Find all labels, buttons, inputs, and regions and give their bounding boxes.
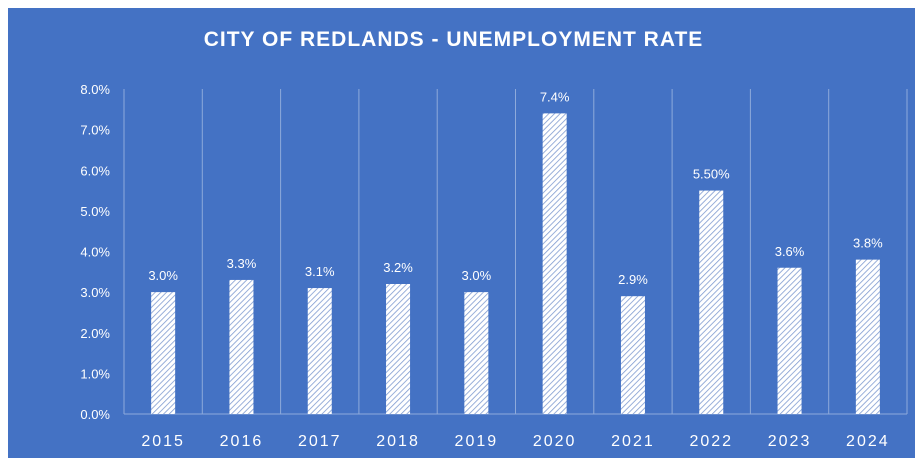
bar xyxy=(464,292,489,414)
y-tick-label: 6.0% xyxy=(80,163,110,178)
bar xyxy=(620,296,645,414)
gridlines xyxy=(123,89,908,414)
data-label: 3.6% xyxy=(775,244,805,259)
x-tick-label: 2016 xyxy=(220,433,264,450)
data-label: 3.0% xyxy=(462,268,492,283)
x-tick-label: 2020 xyxy=(533,433,577,450)
x-tick-label: 2023 xyxy=(768,433,812,450)
bar xyxy=(855,259,880,414)
data-label: 7.4% xyxy=(540,89,570,104)
data-labels: 3.0% 3.3% 3.1% 3.2% 3.0% 7.4% 2.9% 5.50% 3.6% 3.8… xyxy=(148,89,883,287)
data-label: 3.3% xyxy=(227,256,257,271)
data-label: 2.9% xyxy=(618,272,648,287)
x-tick-label: 2015 xyxy=(141,433,185,450)
x-tick-label: 2018 xyxy=(376,433,420,450)
bar xyxy=(307,288,332,414)
x-tick-label: 2024 xyxy=(846,433,890,450)
data-label: 3.1% xyxy=(305,264,335,279)
y-axis-tick-labels: 0.0% 1.0% 2.0% 3.0% 4.0% 5.0% 6.0% 7.0% 8.0% xyxy=(80,82,110,422)
data-label: 3.0% xyxy=(148,268,178,283)
chart-title: CITY OF REDLANDS - UNEMPLOYMENT RATE xyxy=(203,28,704,51)
bar xyxy=(777,267,802,414)
y-tick-label: 7.0% xyxy=(80,123,110,138)
x-tick-label: 2017 xyxy=(298,433,342,450)
y-tick-label: 4.0% xyxy=(80,245,110,260)
bars xyxy=(151,113,880,414)
x-axis-category-labels: 2015 2016 2017 2018 2019 2020 2021 2022 2023 2024 xyxy=(141,433,890,450)
y-tick-label: 2.0% xyxy=(80,326,110,341)
x-tick-label: 2022 xyxy=(689,433,733,450)
data-label: 5.50% xyxy=(693,167,730,182)
bar xyxy=(151,292,176,414)
bar xyxy=(229,279,254,414)
y-tick-label: 0.0% xyxy=(80,407,110,422)
y-tick-label: 3.0% xyxy=(80,285,110,300)
y-tick-label: 5.0% xyxy=(80,204,110,219)
x-tick-label: 2021 xyxy=(611,433,655,450)
data-label: 3.2% xyxy=(383,260,413,275)
data-label: 3.8% xyxy=(853,236,883,251)
x-tick-label: 2019 xyxy=(455,433,499,450)
bar xyxy=(699,190,724,414)
y-tick-label: 8.0% xyxy=(80,82,110,97)
bar xyxy=(386,284,411,414)
y-tick-label: 1.0% xyxy=(80,366,110,381)
bar xyxy=(542,113,567,414)
